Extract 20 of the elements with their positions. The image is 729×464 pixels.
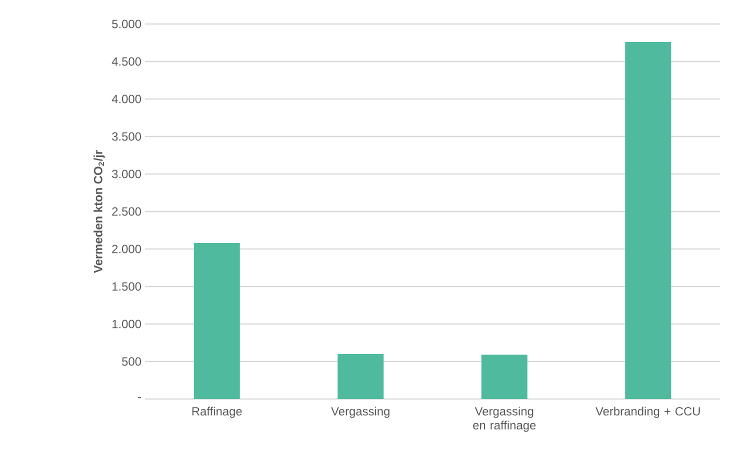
y-tick-label: - — [138, 397, 141, 398]
text: Vermeden kton CO$_{2}$/jr — [94, 150, 105, 273]
x-tick-label: Vergassing — [331, 406, 390, 418]
y-tick-label: 3.500 — [112, 132, 142, 141]
x-tick-label: Vergassing en raffinage — [473, 406, 536, 432]
x-tick-label: Verbranding + CCU — [596, 406, 700, 418]
y-tick-label: 4.000 — [112, 94, 142, 104]
y-tick-label: 1.000 — [112, 320, 142, 328]
y-tick-label: 5.000 — [112, 20, 142, 28]
bar — [338, 354, 384, 399]
y-tick-label: 1.500 — [112, 282, 142, 291]
y-tick-label: 2.000 — [112, 244, 142, 254]
bar — [194, 242, 240, 399]
y-tick-label: 4.500 — [112, 57, 142, 66]
bar — [481, 354, 528, 399]
x-tick-label: Raffinage — [192, 406, 242, 418]
bar — [625, 42, 672, 399]
y-tick-label: 2.500 — [112, 207, 142, 216]
y-tick-label: 500 — [122, 357, 142, 366]
y-tick-label: 3.000 — [112, 170, 142, 178]
